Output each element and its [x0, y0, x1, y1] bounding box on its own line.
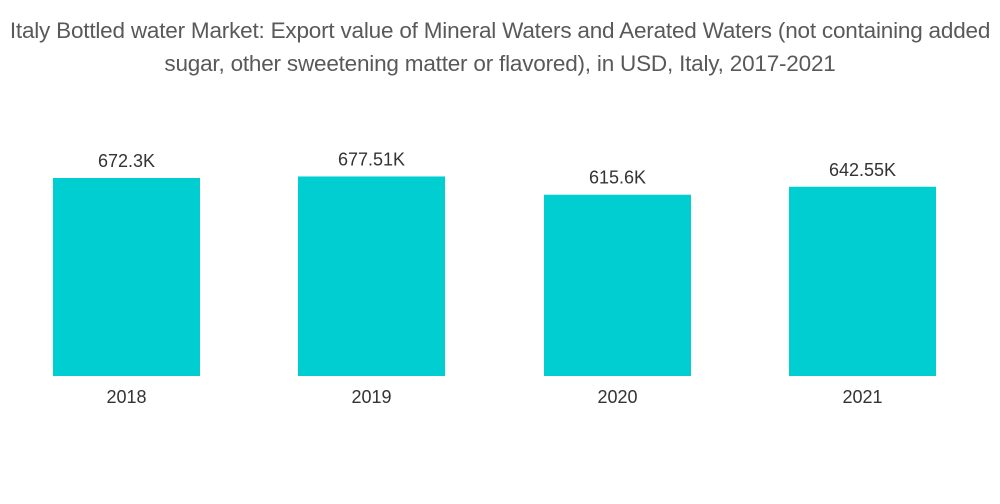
- x-tick-label: 2018: [106, 387, 146, 407]
- bar-2021: [789, 186, 936, 376]
- x-tick-label: 2020: [597, 387, 637, 407]
- x-tick-label: 2019: [351, 387, 391, 407]
- data-label: 677.51K: [338, 149, 405, 169]
- bar-2020: [544, 194, 691, 376]
- data-label: 642.55K: [829, 160, 896, 180]
- bar-2018: [53, 178, 200, 376]
- data-label: 615.6K: [589, 168, 646, 188]
- chart-title: Italy Bottled water Market: Export value…: [9, 18, 991, 76]
- bar-2019: [298, 176, 445, 376]
- x-tick-label: 2021: [842, 387, 882, 407]
- data-label: 672.3K: [98, 151, 155, 171]
